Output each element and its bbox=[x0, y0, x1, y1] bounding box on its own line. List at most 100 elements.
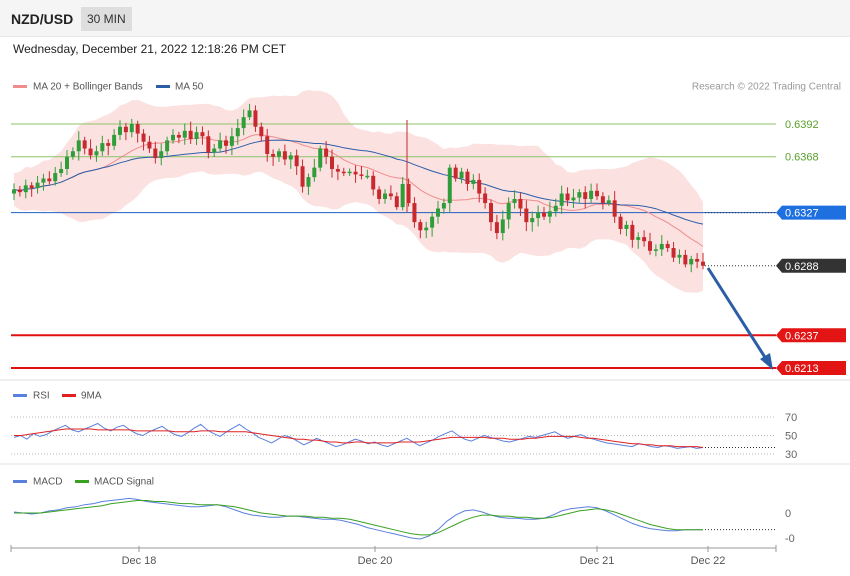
level-tags: 0.6392 0.6368 0.6327 0.6237 0.6213 0.6288 bbox=[776, 119, 846, 375]
candle-body bbox=[141, 133, 146, 142]
support-level-label: 0.6213 bbox=[785, 363, 819, 375]
candle-body bbox=[94, 151, 99, 156]
candle-body bbox=[459, 171, 464, 179]
candle-body bbox=[524, 208, 529, 223]
macd-signal-legend-swatch bbox=[75, 480, 89, 483]
candle-body bbox=[288, 155, 293, 160]
pivot-level-tag bbox=[776, 205, 846, 220]
candle-body bbox=[589, 190, 594, 199]
rsi-legend-label: RSI bbox=[33, 391, 50, 402]
candle-body bbox=[536, 212, 541, 219]
resistance-level-label: 0.6392 bbox=[785, 119, 819, 131]
ma50-legend-label: MA 50 bbox=[175, 82, 204, 93]
macd-panel: 0 -0 bbox=[13, 497, 795, 545]
x-tick-label: Dec 22 bbox=[691, 555, 726, 567]
candle-body bbox=[88, 148, 93, 156]
credit-text: Research © 2022 Trading Central bbox=[692, 82, 841, 93]
candle-body bbox=[194, 132, 199, 139]
candle-body bbox=[394, 196, 399, 208]
rsi-tick-label: 50 bbox=[785, 431, 797, 443]
candle-body bbox=[642, 237, 647, 242]
candle-body bbox=[76, 140, 81, 152]
candle-body bbox=[630, 224, 635, 240]
candle-body bbox=[100, 143, 105, 152]
candle-body bbox=[253, 110, 258, 127]
candle-body bbox=[500, 219, 505, 234]
macd-legend-label: MACD bbox=[33, 477, 62, 488]
candle-body bbox=[441, 203, 446, 209]
candle-body bbox=[235, 128, 240, 137]
candle-body bbox=[365, 175, 370, 178]
candle-body bbox=[371, 175, 376, 190]
candle-body bbox=[12, 189, 16, 194]
candle-body bbox=[29, 185, 34, 189]
candle-body bbox=[595, 190, 599, 197]
rsi-legend-swatch bbox=[13, 394, 27, 397]
last-price-tag bbox=[776, 258, 846, 273]
candle-body bbox=[542, 212, 546, 217]
forecast-arrow bbox=[706, 267, 770, 363]
candle-body bbox=[618, 216, 623, 229]
last-price-label: 0.6288 bbox=[785, 261, 819, 273]
candle-body bbox=[159, 151, 164, 159]
candle-body bbox=[612, 200, 617, 217]
timeframe-button[interactable]: 30 MIN bbox=[81, 7, 132, 31]
candle-body bbox=[330, 156, 334, 169]
macd-signal-line bbox=[14, 500, 703, 536]
candle-body bbox=[659, 243, 664, 250]
support-level-label: 0.6237 bbox=[785, 330, 819, 342]
candle-body bbox=[683, 254, 688, 265]
rsi-ma-line bbox=[14, 428, 704, 448]
candle-body bbox=[224, 140, 228, 146]
candle-body bbox=[218, 140, 223, 149]
candle-body bbox=[41, 178, 46, 183]
candle-body bbox=[182, 130, 187, 138]
candle-body bbox=[129, 124, 134, 133]
candle-body bbox=[123, 126, 128, 133]
candle-body bbox=[600, 196, 605, 204]
candle-body bbox=[559, 193, 564, 206]
macd-line bbox=[13, 497, 703, 540]
candle-body bbox=[259, 126, 264, 137]
candle-body bbox=[347, 171, 352, 174]
forecast-arrow-head bbox=[760, 353, 773, 370]
candle-body bbox=[247, 110, 252, 118]
candle-body bbox=[106, 143, 111, 146]
timestamp: Wednesday, December 21, 2022 12:18:26 PM… bbox=[13, 42, 287, 56]
candle-body bbox=[553, 205, 558, 212]
candle-body bbox=[294, 155, 299, 167]
ma20-line bbox=[13, 134, 704, 247]
candle-body bbox=[701, 261, 705, 266]
candle-body bbox=[306, 177, 311, 187]
rsi-tick-label: 70 bbox=[785, 412, 797, 424]
candle-body bbox=[583, 192, 588, 199]
support-level-tag bbox=[776, 361, 846, 375]
ma20-legend-swatch bbox=[13, 85, 27, 88]
candle-body bbox=[359, 174, 364, 176]
candle-body bbox=[324, 148, 329, 157]
candle-body bbox=[477, 179, 482, 194]
candle-body bbox=[530, 218, 535, 223]
candle-body bbox=[265, 136, 270, 154]
candle-body bbox=[547, 211, 552, 217]
candle-body bbox=[453, 167, 458, 179]
candle-body bbox=[571, 197, 576, 201]
x-axis-ticks: Dec 18 Dec 20 Dec 21 Dec 22 bbox=[10, 545, 777, 567]
candle-body bbox=[17, 189, 22, 193]
candle-body bbox=[689, 258, 694, 265]
candle-body bbox=[424, 227, 429, 231]
macd-signal-legend-label: MACD Signal bbox=[94, 477, 154, 488]
candle-body bbox=[65, 156, 69, 169]
candle-body bbox=[312, 167, 317, 178]
candle-body bbox=[212, 148, 217, 153]
macd-legend-swatch bbox=[13, 480, 27, 483]
candle-body bbox=[653, 249, 658, 251]
candle-body bbox=[465, 171, 470, 184]
macd-tick-label: 0 bbox=[785, 508, 791, 520]
candle-body bbox=[229, 136, 234, 146]
candle-body bbox=[412, 203, 417, 223]
support-level-tag bbox=[776, 328, 846, 343]
candle-body bbox=[70, 151, 75, 157]
currency-pair: NZD/USD bbox=[11, 11, 74, 27]
candle-body bbox=[112, 134, 117, 146]
